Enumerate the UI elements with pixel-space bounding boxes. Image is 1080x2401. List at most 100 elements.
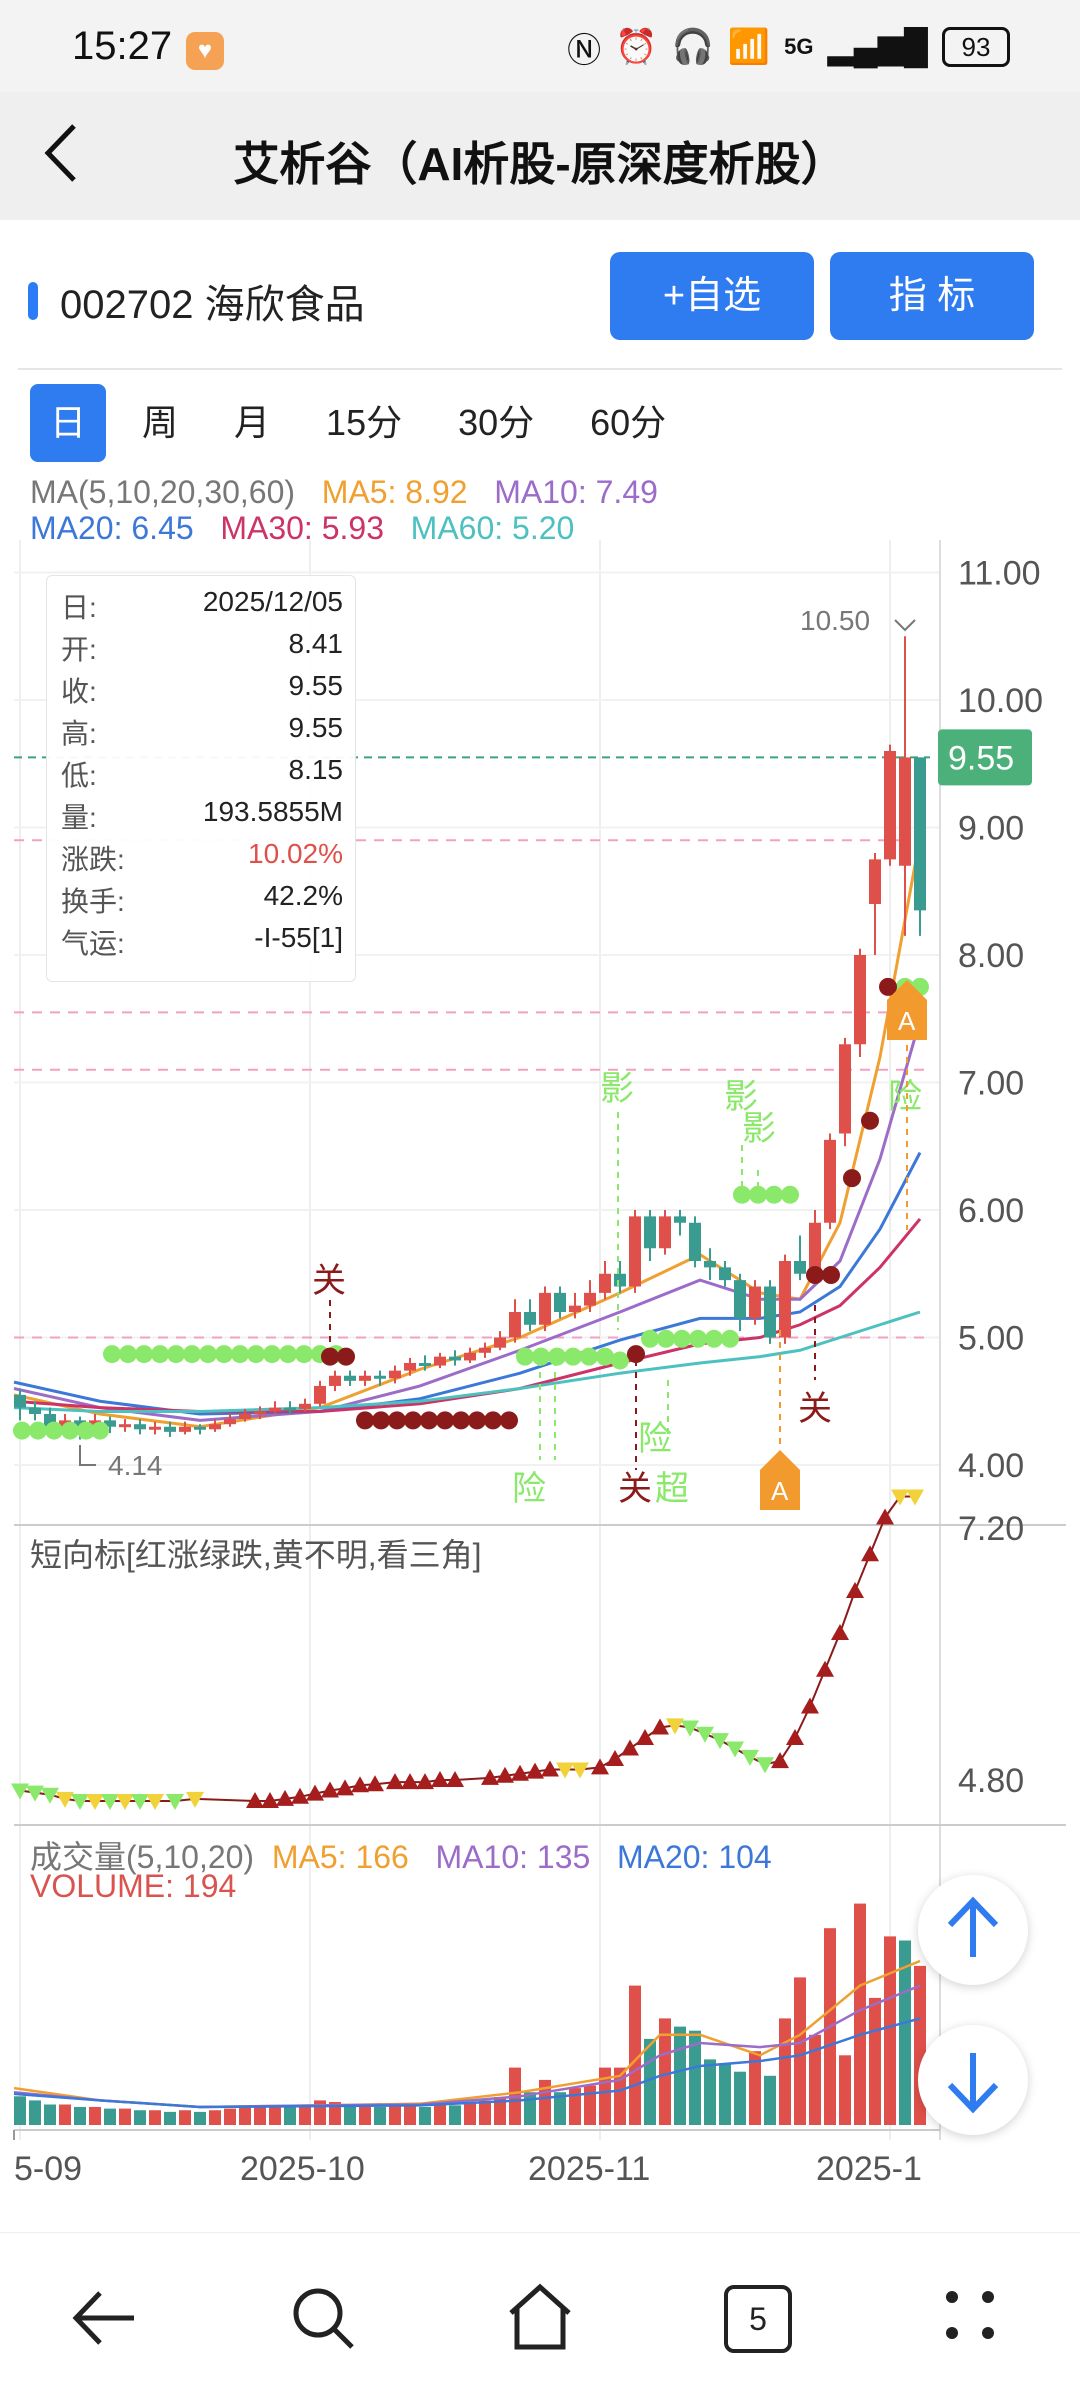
volume-legend: 成交量(5,10,20) MA5: 166 MA10: 135 MA20: 10…: [30, 1832, 772, 1878]
sub1-triangle: [786, 1729, 804, 1745]
sub1-triangle: [541, 1760, 559, 1777]
tab-day[interactable]: 日: [30, 384, 107, 462]
candle-body: [179, 1426, 191, 1432]
sub1-triangle: [166, 1794, 184, 1810]
sub1-triangle: [261, 1792, 279, 1808]
candle-body: [344, 1375, 356, 1381]
search-icon[interactable]: [288, 2283, 358, 2358]
sub1-triangle: [511, 1764, 529, 1781]
tab-15min[interactable]: 15分: [326, 402, 403, 443]
wifi-icon: 📶: [727, 28, 771, 66]
candle-body: [164, 1426, 176, 1432]
x-axis-label: 5-09: [14, 2150, 82, 2188]
candle-body: [659, 1216, 671, 1249]
annotation-label: 超: [655, 1470, 689, 1508]
home-icon[interactable]: [505, 2281, 575, 2358]
volume-bar: [134, 2110, 146, 2125]
sub1-triangle: [431, 1771, 449, 1787]
back-arrow-icon[interactable]: [34, 118, 94, 188]
signal-dot-red: [627, 1345, 645, 1364]
network-label: 5G: [784, 34, 814, 59]
tabs-count-icon[interactable]: 5: [724, 2285, 792, 2353]
signal-dot-green: [611, 1351, 629, 1370]
sub1-triangle: [86, 1794, 104, 1810]
sub1-triangle: [446, 1771, 464, 1787]
candle-body: [599, 1273, 611, 1293]
volume-bar: [854, 1903, 866, 2125]
volume-bar: [569, 2088, 581, 2125]
sub1-triangle: [131, 1794, 149, 1810]
sub1-triangle: [876, 1508, 894, 1525]
sub1-triangle: [711, 1733, 729, 1750]
battery-icon: 93: [942, 27, 1010, 67]
tab-60min[interactable]: 60分: [590, 402, 667, 443]
sub1-tick-label: 4.80: [958, 1762, 1024, 1800]
volume-bar: [59, 2104, 71, 2125]
tab-30min[interactable]: 30分: [458, 402, 535, 443]
signal-dot-green: [29, 1421, 47, 1440]
bottom-nav: 5: [0, 2232, 1080, 2401]
volume-bar: [389, 2105, 401, 2125]
volume-bar: [554, 2092, 566, 2125]
candle-body: [374, 1375, 386, 1379]
signal-dot-red: [484, 1411, 502, 1430]
sub1-triangle: [101, 1794, 119, 1810]
info-change-label: 涨跌:: [61, 844, 125, 875]
ma5-value: MA5: 8.92: [321, 474, 468, 510]
sub1-triangle: [11, 1783, 29, 1800]
annotation-label: 关: [618, 1470, 652, 1508]
info-low-value: 8.15: [288, 754, 344, 785]
signal-dot-red: [337, 1347, 355, 1366]
candle-body: [194, 1426, 206, 1430]
signal-dot-red: [321, 1347, 339, 1366]
volume-bar: [374, 2106, 386, 2125]
volume-bar: [449, 2105, 461, 2125]
signal-dot-green: [721, 1329, 739, 1348]
signal-dot-green: [263, 1345, 281, 1364]
volume-bar: [149, 2110, 161, 2125]
volume-bar: [224, 2108, 236, 2125]
signal-dot-red: [500, 1411, 518, 1430]
ma60-value: MA60: 5.20: [410, 510, 575, 546]
price-tick-label: 10.00: [958, 682, 1043, 720]
sub1-triangle: [666, 1718, 684, 1735]
sub1-triangle: [771, 1752, 789, 1769]
add-watchlist-button[interactable]: +自选: [610, 252, 814, 340]
volume-value: VOLUME: 194: [30, 1868, 237, 1904]
info-volume-value: 193.5855M: [202, 796, 343, 827]
signal-dot-green: [295, 1345, 313, 1364]
volume-bar: [734, 2071, 746, 2125]
short-indicator-label: 短向标[红涨绿跌,黄不明,看三角]: [30, 1537, 482, 1573]
more-icon[interactable]: [940, 2285, 1000, 2350]
scroll-down-button[interactable]: [918, 2025, 1028, 2135]
volume-bar: [44, 2104, 56, 2125]
indicator-button[interactable]: 指 标: [830, 252, 1034, 340]
candle-body: [884, 751, 896, 860]
volume-bar: [659, 2018, 671, 2125]
back-arrow-icon[interactable]: [70, 2283, 140, 2358]
volume-bar: [479, 2100, 491, 2125]
price-tick-label: 4.00: [958, 1447, 1024, 1485]
signal-dot-red: [468, 1411, 486, 1430]
tab-month[interactable]: 月: [234, 402, 271, 443]
annotation-label: 影: [742, 1110, 776, 1148]
price-tick-label: 7.00: [958, 1065, 1024, 1103]
scroll-up-button[interactable]: [918, 1875, 1028, 1985]
candle-body: [704, 1261, 716, 1268]
volume-bar: [74, 2106, 86, 2125]
price-tick-label: 6.00: [958, 1192, 1024, 1230]
volume-bar: [809, 2034, 821, 2125]
signal-dot-green: [279, 1345, 297, 1364]
sub1-triangle: [321, 1781, 339, 1798]
info-open-label: 开:: [61, 634, 97, 665]
tab-week[interactable]: 周: [142, 402, 179, 443]
vol-ma20-line: [13, 2017, 921, 2109]
candle-body: [719, 1267, 731, 1281]
candle-body: [854, 955, 866, 1045]
candle-body: [509, 1312, 521, 1338]
candle-body: [299, 1403, 311, 1409]
down-arrow-icon: [947, 2053, 999, 2114]
volume-bar: [494, 2097, 506, 2125]
candle-body: [614, 1273, 626, 1287]
